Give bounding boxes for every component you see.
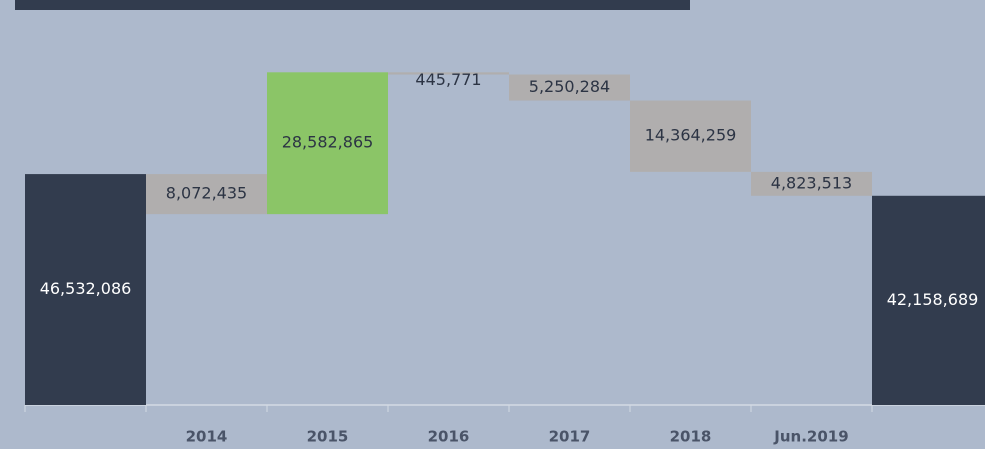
- x-tick-label: 2018: [670, 428, 712, 446]
- value-label: 8,072,435: [166, 184, 247, 203]
- value-label: 5,250,284: [529, 77, 610, 96]
- value-label: 28,582,865: [282, 133, 374, 152]
- value-label: 46,532,086: [40, 279, 132, 298]
- x-tick-label: Jun.2019: [773, 428, 848, 446]
- bar: [25, 174, 146, 405]
- bar: [146, 174, 267, 215]
- bar: [751, 171, 872, 196]
- bar: [388, 72, 509, 75]
- bar: [267, 72, 388, 215]
- bar: [509, 74, 630, 101]
- x-tick-label: 2017: [549, 428, 591, 446]
- bar: [630, 100, 751, 172]
- x-tick-label: 2014: [186, 428, 228, 446]
- x-tick-label: 2015: [307, 428, 349, 446]
- value-label: 14,364,259: [645, 126, 737, 145]
- value-label: 4,823,513: [771, 173, 852, 192]
- title-bar: [15, 0, 690, 10]
- value-label: 42,158,689: [887, 290, 979, 309]
- x-tick-label: 2016: [428, 428, 470, 446]
- bar: [872, 195, 985, 405]
- value-label: 445,771: [415, 70, 481, 89]
